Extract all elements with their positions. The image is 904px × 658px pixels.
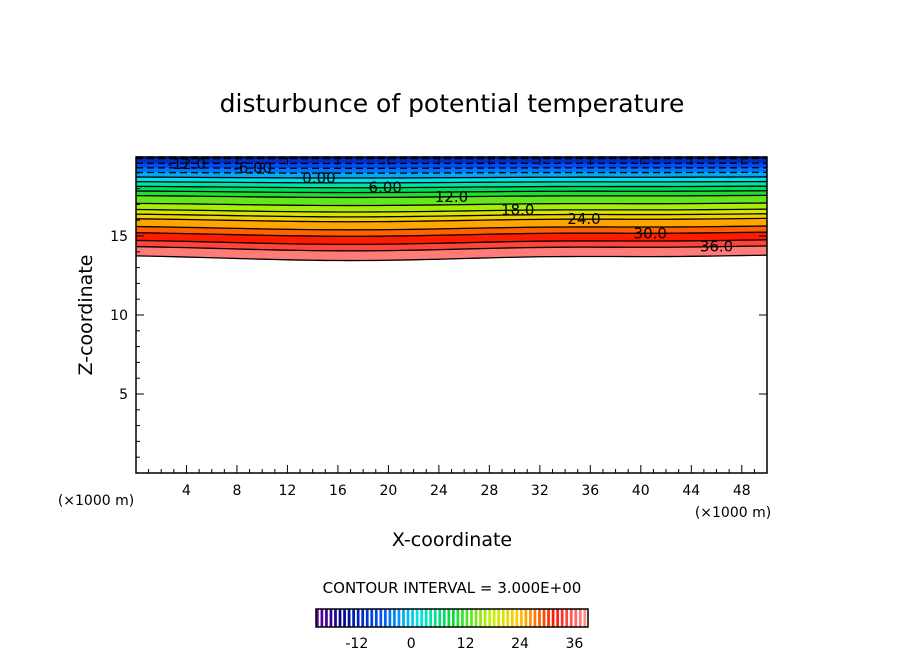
- colorbar-stripe: [457, 609, 460, 627]
- x-axis-label: X-coordinate: [392, 529, 512, 551]
- colorbar-stripe: [398, 609, 401, 627]
- colorbar-stripe: [411, 609, 414, 627]
- colorbar-stripe: [384, 609, 387, 627]
- colorbar-stripe: [429, 609, 432, 627]
- contour-label: 12.0: [435, 188, 468, 206]
- y-axis-label: Z-coordinate: [75, 255, 97, 376]
- colorbar-stripe: [420, 609, 423, 627]
- x-tick-label: 44: [682, 483, 700, 499]
- colorbar-stripe: [321, 609, 324, 627]
- y-tick-label: 15: [110, 229, 128, 245]
- colorbar-stripe: [543, 609, 546, 627]
- colorbar-stripe: [552, 609, 555, 627]
- colorbar-stripe: [488, 609, 491, 627]
- colorbar-stripe: [556, 609, 559, 627]
- y-tick-label: 5: [119, 387, 128, 403]
- colorbar-stripe: [470, 609, 473, 627]
- colorbar-stripe: [325, 609, 328, 627]
- colorbar-stripe: [479, 609, 482, 627]
- colorbar-stripe: [565, 609, 568, 627]
- colorbar-tick-label: -12: [345, 636, 368, 652]
- colorbar-tick-label: 36: [565, 636, 583, 652]
- colorbar-stripe: [366, 609, 369, 627]
- colorbar-stripe: [339, 609, 342, 627]
- colorbar-stripe: [525, 609, 528, 627]
- colorbar-stripe: [493, 609, 496, 627]
- x-tick-label: 24: [430, 483, 448, 499]
- colorbar-stripe: [343, 609, 346, 627]
- x-tick-label: 8: [232, 483, 241, 499]
- x-tick-label: 48: [733, 483, 751, 499]
- colorbar-stripe: [547, 609, 550, 627]
- x-tick-label: 12: [279, 483, 297, 499]
- colorbar-tick-label: 0: [407, 636, 416, 652]
- colorbar-stripe: [407, 609, 410, 627]
- x-tick-label: 40: [632, 483, 650, 499]
- colorbar-stripe: [330, 609, 333, 627]
- colorbar-stripe: [425, 609, 428, 627]
- colorbar-stripe: [538, 609, 541, 627]
- colorbar-stripe: [561, 609, 564, 627]
- x-tick-label: 28: [480, 483, 498, 499]
- colorbar-stripe: [334, 609, 337, 627]
- colorbar-stripe: [443, 609, 446, 627]
- colorbar-stripe: [570, 609, 573, 627]
- chart-title: disturbunce of potential temperature: [220, 89, 685, 118]
- contour-label: 6.00: [369, 179, 402, 197]
- colorbar-stripe: [583, 609, 586, 627]
- colorbar-stripe: [434, 609, 437, 627]
- colorbar-stripe: [506, 609, 509, 627]
- y-unit-label: (×1000 m): [58, 493, 134, 509]
- colorbar-stripe: [484, 609, 487, 627]
- colorbar-stripe: [348, 609, 351, 627]
- contour-label: -6.00: [233, 159, 272, 177]
- colorbar-stripe: [393, 609, 396, 627]
- colorbar-stripe: [461, 609, 464, 627]
- colorbar-stripe: [438, 609, 441, 627]
- x-tick-label: 16: [329, 483, 347, 499]
- colorbar: -12 0 12 24 36: [316, 609, 588, 652]
- contour-label: 30.0: [634, 224, 667, 242]
- x-tick-label: 36: [581, 483, 599, 499]
- contour-label: 0.00: [302, 169, 335, 187]
- colorbar-stripe: [497, 609, 500, 627]
- x-tick-label: 20: [379, 483, 397, 499]
- colorbar-stripe: [375, 609, 378, 627]
- colorbar-stripe: [352, 609, 355, 627]
- x-tick-label: 4: [182, 483, 191, 499]
- colorbar-stripe: [370, 609, 373, 627]
- contour-interval-label: CONTOUR INTERVAL = 3.000E+00: [323, 579, 582, 597]
- colorbar-stripe: [402, 609, 405, 627]
- colorbar-stripe: [529, 609, 532, 627]
- colorbar-stripe: [574, 609, 577, 627]
- colorbar-stripe: [361, 609, 364, 627]
- colorbar-stripe: [466, 609, 469, 627]
- colorbar-stripe: [416, 609, 419, 627]
- colorbar-stripe: [379, 609, 382, 627]
- colorbar-stripe: [520, 609, 523, 627]
- x-unit-label: (×1000 m): [695, 505, 771, 521]
- colorbar-stripe: [357, 609, 360, 627]
- colorbar-stripe: [534, 609, 537, 627]
- contour-label: 36.0: [700, 238, 733, 256]
- colorbar-stripe: [447, 609, 450, 627]
- x-tick-label: 32: [531, 483, 549, 499]
- colorbar-stripe: [502, 609, 505, 627]
- colorbar-stripe: [389, 609, 392, 627]
- y-tick-label: 10: [110, 308, 128, 324]
- colorbar-stripe: [579, 609, 582, 627]
- colorbar-stripe: [511, 609, 514, 627]
- colorbar-stripe: [452, 609, 455, 627]
- colorbar-tick-label: 12: [457, 636, 475, 652]
- contour-label: 18.0: [501, 201, 534, 219]
- contour-label: 24.0: [567, 210, 600, 228]
- colorbar-tick-label: 24: [511, 636, 529, 652]
- colorbar-stripe: [475, 609, 478, 627]
- colorbar-stripe: [515, 609, 518, 627]
